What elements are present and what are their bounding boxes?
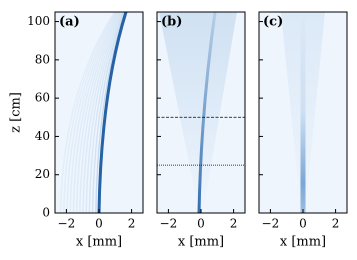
x-axis-label: x [mm] [178,235,224,250]
beam-cone [159,12,237,213]
y-tick-label: 60 [35,91,50,105]
x-axis-label: x [mm] [280,235,326,250]
beam [300,12,306,213]
beam-fringe [79,11,121,214]
x-tick-label: −2 [58,217,76,231]
beam-fringe [66,11,118,214]
y-axis-label: z [cm] [9,92,24,133]
x-tick-label: 2 [332,217,340,231]
panel-label: (c) [263,15,283,30]
beam-fringe [75,11,120,214]
y-tick-label: 80 [35,52,50,66]
beam-fringe [82,11,122,214]
x-tick-label: −2 [160,217,178,231]
beam-fringe [97,11,128,214]
panel-label: (a) [59,15,80,30]
x-tick-label: 2 [230,217,238,231]
x-tick-label: 0 [299,217,307,231]
x-tick-label: 0 [197,217,205,231]
x-tick-label: −2 [262,217,280,231]
beam-fringe [85,11,123,214]
y-tick-label: 100 [27,14,50,28]
y-tick-label: 20 [35,167,50,181]
panel-label: (b) [161,15,182,30]
beam-fringe [69,11,118,214]
beam-fringe [91,11,125,214]
x-tick-label: 2 [128,217,136,231]
x-axis-label: x [mm] [76,235,122,250]
beam [197,11,217,214]
beam-fringe [72,11,119,214]
y-tick-label: 0 [42,206,50,220]
beam-fringe [63,11,117,214]
beam-fringe [59,11,116,214]
y-tick-label: 40 [35,129,50,143]
x-tick-label: 0 [95,217,103,231]
beam-fringe [88,11,124,214]
